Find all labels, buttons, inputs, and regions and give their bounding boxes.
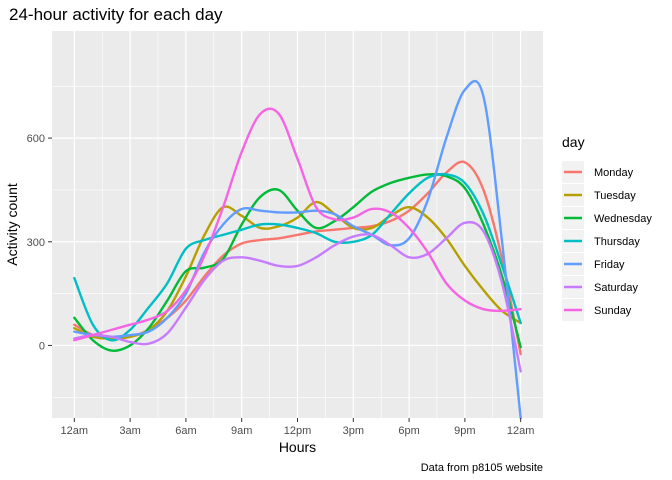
legend-title: day	[562, 134, 585, 150]
x-tick-label: 3am	[119, 425, 140, 437]
x-tick-label: 12am	[507, 425, 535, 437]
chart-title: 24-hour activity for each day	[9, 5, 223, 24]
series-line-saturday	[73, 221, 522, 373]
x-tick-label: 6pm	[398, 425, 419, 437]
legend-label-sunday: Sunday	[594, 305, 632, 317]
y-axis-ticks: 0 300 600	[27, 133, 52, 352]
x-tick-label: 12am	[61, 425, 89, 437]
legend-label-wednesday: Wednesday	[594, 213, 652, 225]
y-tick-label: 600	[27, 133, 45, 145]
legend-label-thursday: Thursday	[594, 236, 640, 248]
legend-label-tuesday: Tuesday	[594, 190, 636, 202]
legend-label-friday: Friday	[594, 259, 625, 271]
series-line-wednesday	[73, 173, 522, 352]
x-axis-title: Hours	[279, 439, 316, 455]
x-tick-label: 12pm	[284, 425, 312, 437]
x-tick-label: 9am	[231, 425, 252, 437]
legend: day Monday Tuesday Wednesday Thursday Friday…	[562, 134, 652, 321]
series-line-friday	[73, 79, 522, 420]
series-line-sunday	[73, 107, 522, 342]
x-tick-label: 3pm	[343, 425, 364, 437]
major-gridlines	[52, 31, 543, 418]
y-tick-label: 300	[27, 237, 45, 249]
x-tick-label: 6am	[175, 425, 196, 437]
x-axis-ticks: 12am 3am 6am 9am 12pm 3pm 6pm 9pm 12am	[61, 418, 535, 437]
x-tick-label: 9pm	[454, 425, 475, 437]
series-line-thursday	[73, 172, 522, 342]
series-lines	[73, 79, 522, 420]
y-axis-title: Activity count	[4, 183, 20, 266]
y-tick-label: 0	[39, 340, 45, 352]
legend-label-saturday: Saturday	[594, 282, 639, 294]
chart-caption: Data from p8105 website	[421, 462, 543, 474]
legend-label-monday: Monday	[594, 167, 634, 179]
